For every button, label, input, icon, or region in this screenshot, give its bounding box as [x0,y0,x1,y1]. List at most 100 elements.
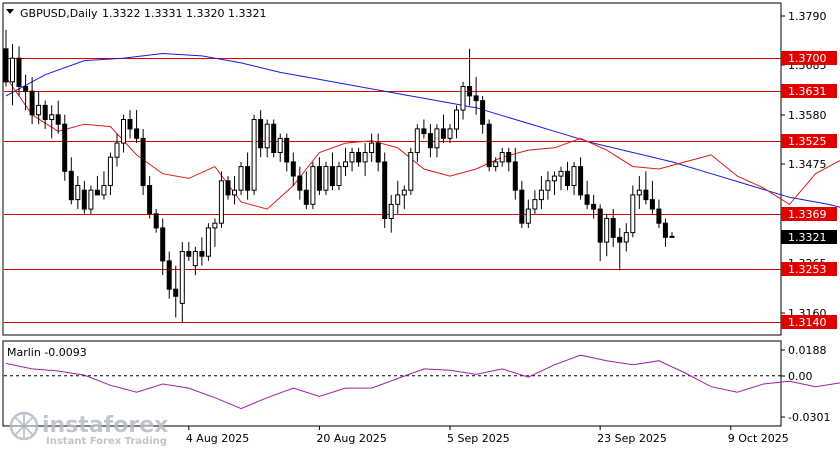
candle [284,133,290,172]
candle [604,213,610,257]
candle [545,171,551,200]
candle [258,110,264,158]
candle-body-up [336,166,342,187]
candle [591,194,597,219]
candle [218,171,224,228]
candle [395,180,401,214]
candle [251,114,257,195]
candle-body-up [499,152,505,163]
candle [519,180,525,228]
candle [94,176,100,196]
candle [173,265,179,318]
candle [623,223,629,252]
candle [3,29,9,87]
level-tag [781,84,837,98]
candle [121,114,126,153]
candle-body-up [388,203,394,219]
candle-body-down [297,175,303,191]
candle [55,100,61,134]
candle [277,133,283,162]
level-tag [781,51,837,65]
candle-body-up [49,114,55,121]
candle-body-down [173,288,179,297]
candle [362,143,368,177]
candle [238,161,244,195]
candle [551,171,557,195]
candle-body-up [630,194,636,234]
candle-body-up [538,189,544,201]
candle-body-down [578,166,584,196]
candle-body-up [232,189,237,196]
candle [114,133,120,167]
candle-body-up [636,189,642,196]
candle [538,176,544,210]
x-tick-label: 23 Sep 2025 [597,432,667,445]
candle [454,105,459,139]
candle-body-down [473,95,479,102]
candle-body-down [356,152,362,163]
candle-body-up [395,194,401,205]
candle [460,81,466,120]
candle-body-down [68,170,74,201]
level-tag-label: 1.3525 [788,135,827,148]
level-tag [781,315,837,329]
candle [558,166,564,191]
ma-red-line [5,76,840,210]
candle [382,152,388,228]
candle-body-down [284,137,290,163]
x-tick-label: 20 Aug 2025 [316,432,386,445]
candle-body-up [349,152,355,163]
candle [271,119,277,158]
candle-body-down [225,180,231,196]
candle-body-down [62,123,68,172]
candle-body-down [16,57,22,87]
osc-tick-label: 0.00 [788,370,813,383]
price-pane-frame [2,2,782,336]
candle-body-down [565,170,570,186]
candle [160,218,166,276]
candle-body-down [42,104,48,121]
candle-body-down [643,189,649,201]
candle-body-down [316,166,322,191]
candle-body-down [662,222,668,238]
candle-body-up [525,208,531,224]
candle-body-down [245,166,251,191]
indicator-pane-frame [2,340,782,427]
marlin-line [5,354,840,410]
candle-body-down [3,48,9,83]
candle-body-up [604,218,610,243]
candle-body-up [434,128,440,149]
candle-body-down [467,86,473,97]
candle-body-down [166,260,172,290]
candle-body-down [134,128,140,139]
candle [610,209,616,247]
time-axis: 4 Aug 2025 20 Aug 2025 5 Sep 2025 23 Sep 20… [186,426,789,445]
candle [571,161,577,195]
dropdown-triangle-icon[interactable] [6,9,14,14]
candle [656,199,662,228]
candle [440,114,446,144]
x-tick-label: 9 Oct 2025 [728,432,789,445]
watermark-brand: instaforex [42,413,168,438]
candle-body-down [512,161,518,191]
last-price-tag [781,230,837,244]
level-tag-label: 1.3631 [788,85,827,98]
candle-body-down [617,236,623,243]
candle-body-up [192,251,198,267]
osc-tick-label: 0.0188 [788,344,827,357]
candle-body-up [277,137,283,153]
candle-body-down [147,185,153,215]
level-tag [781,207,837,221]
candle-body-up [493,161,499,168]
candle-body-up [107,156,113,186]
candle-body-down [669,235,675,238]
candle [401,185,407,210]
ohlc-values: 1.3322 1.3331 1.3320 1.3321 [102,7,266,20]
x-tick-label: 5 Sep 2025 [447,432,510,445]
candle-body-down [290,161,296,177]
ma-blue-line [5,52,840,208]
candle-body-down [94,189,100,196]
candle-body-up [623,232,629,243]
candle [512,147,518,200]
candle-body-up [75,185,81,201]
